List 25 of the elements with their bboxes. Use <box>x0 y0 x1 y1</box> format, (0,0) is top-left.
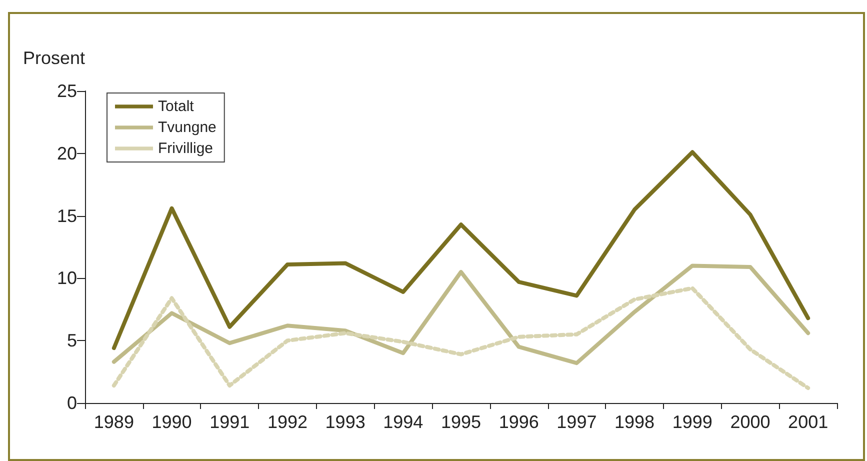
x-tick-label: 1993 <box>325 412 366 432</box>
y-axis-title: Prosent <box>22 48 85 68</box>
x-tick-label: 2000 <box>730 412 770 432</box>
legend-label: Tvungne <box>158 119 216 136</box>
x-tick-label: 1989 <box>94 412 134 432</box>
legend-label: Totalt <box>158 98 195 115</box>
x-tick-label: 1992 <box>267 412 308 432</box>
x-tick-label: 1995 <box>440 412 482 432</box>
x-tick-label: 1994 <box>383 412 424 432</box>
x-tick-label: 1997 <box>556 412 597 432</box>
x-tick-label: 1991 <box>210 412 250 432</box>
line-series <box>112 286 810 390</box>
x-tick-label: 1999 <box>672 412 712 432</box>
y-tick-label: 20 <box>56 143 77 164</box>
legend-label: Frivillige <box>158 140 214 157</box>
y-tick-label: 5 <box>66 330 77 351</box>
y-tick-label: 10 <box>56 268 77 288</box>
x-tick-label: 2001 <box>788 412 828 432</box>
y-tick-label: 15 <box>56 206 77 226</box>
x-tick-label: 1996 <box>498 412 539 432</box>
y-tick-label: 0 <box>66 393 77 413</box>
line-series <box>112 264 810 366</box>
x-tick-label: 1998 <box>614 412 655 432</box>
y-tick-label: 25 <box>56 81 77 101</box>
x-tick-label: 1990 <box>152 412 192 432</box>
